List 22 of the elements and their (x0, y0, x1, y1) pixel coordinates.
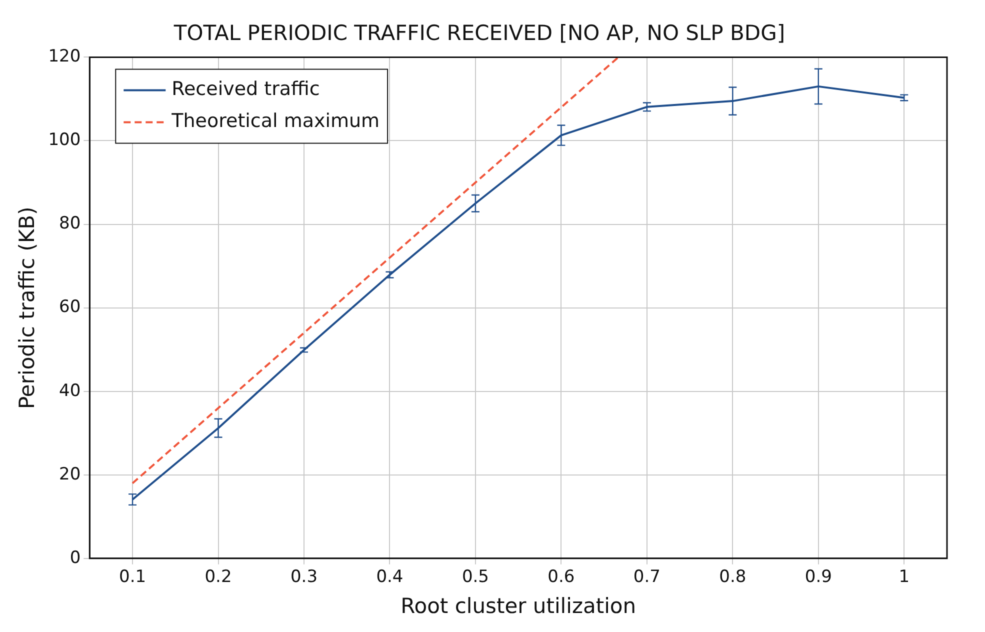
chart-title: TOTAL PERIODIC TRAFFIC RECEIVED [NO AP, NO SLP BDG] (172, 21, 786, 46)
y-tick-label: 80 (59, 214, 81, 234)
y-tick-label: 120 (48, 46, 81, 67)
y-tick-label: 60 (59, 297, 81, 318)
x-axis-title: Root cluster utilization (400, 594, 636, 618)
y-tick-label: 100 (48, 130, 81, 150)
x-tick-label: 0.3 (290, 567, 318, 588)
x-tick-label: 0.7 (633, 567, 660, 588)
x-tick-label: 0.2 (204, 567, 232, 588)
x-tick-label: 1 (898, 567, 910, 588)
x-tick-label: 0.9 (804, 567, 832, 588)
x-tick-label: 0.4 (376, 567, 404, 588)
legend-label: Theoretical maximum (170, 110, 380, 132)
y-axis-title: Periodic traffic (KB) (15, 206, 40, 409)
x-tick-label: 0.6 (548, 567, 575, 588)
x-tick-label: 0.8 (719, 567, 746, 588)
y-tick-label: 20 (59, 464, 81, 484)
x-tick-label: 0.1 (118, 567, 146, 588)
x-tick-label: 0.5 (462, 567, 489, 588)
legend-label: Received traffic (172, 78, 320, 100)
y-tick-label: 0 (70, 548, 81, 568)
y-tick-label: 40 (59, 380, 81, 401)
